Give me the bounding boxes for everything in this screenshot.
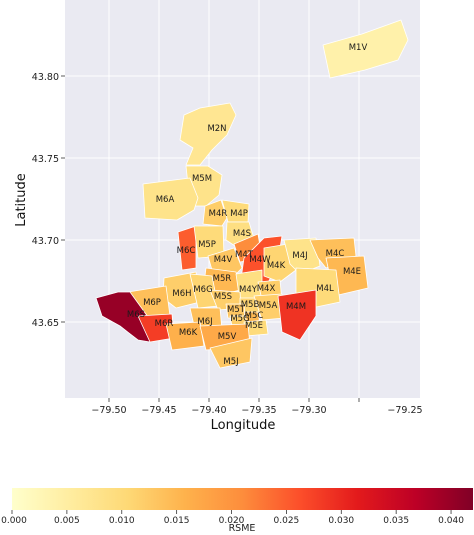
- region-label: M6S: [127, 310, 145, 320]
- colorbar-gradient: [12, 488, 473, 510]
- region-label: M4K: [267, 261, 286, 271]
- region-label: M4C: [326, 249, 345, 259]
- colorbar-tick-label: 0.035: [383, 516, 409, 526]
- region-label: M1V: [349, 43, 368, 53]
- region-label: M6R: [155, 319, 174, 329]
- region-label: M5M: [192, 174, 212, 184]
- region-label: M5S: [214, 292, 232, 302]
- region-m1v[interactable]: [322, 19, 409, 79]
- region-label: M5A: [259, 301, 278, 311]
- region-label: M6P: [143, 298, 161, 308]
- region-label: M4X: [257, 284, 276, 294]
- colorbar-tick-label: 0.000: [1, 516, 27, 526]
- colorbar-label: RSME: [229, 523, 256, 534]
- region-label: M4J: [292, 251, 307, 261]
- region-label: M5E: [245, 321, 263, 331]
- region-m6k[interactable]: [165, 321, 205, 351]
- region-label: M5V: [218, 332, 237, 342]
- region-label: M4P: [230, 209, 248, 219]
- region-label: M6A: [156, 195, 175, 205]
- colorbar-tick-label: 0.025: [274, 516, 300, 526]
- region-label: M6C: [177, 246, 196, 256]
- x-tick-label: −79.35: [241, 405, 276, 416]
- region-label: M5B: [241, 300, 260, 310]
- x-axis: −79.50 −79.45 −79.40 −79.35 −79.30 −79.2…: [91, 398, 423, 433]
- region-m6c[interactable]: [177, 225, 197, 271]
- y-tick-label: 43.70: [32, 236, 59, 247]
- y-tick-label: 43.75: [32, 154, 59, 165]
- region-m4m[interactable]: [277, 289, 317, 341]
- x-tick-label: −79.40: [191, 405, 226, 416]
- x-tick-label: −79.25: [387, 405, 422, 416]
- region-m4r[interactable]: [202, 199, 228, 227]
- colorbar-tick-label: 0.030: [328, 516, 354, 526]
- region-label: M6H: [172, 289, 191, 299]
- region-label: M4S: [233, 229, 251, 239]
- region-m5j[interactable]: [209, 337, 253, 369]
- y-tick-label: 43.80: [32, 72, 59, 83]
- colorbar-tick-label: 0.015: [164, 516, 190, 526]
- colorbar: 0.000 0.005 0.010 0.015 0.020 0.025 0.030 0.035…: [1, 488, 473, 534]
- region-label: M5R: [213, 274, 232, 284]
- x-tick-label: −79.50: [91, 405, 126, 416]
- colorbar-tick-label: 0.040: [438, 516, 464, 526]
- region-labels: M1V M2N M5M M6A M4R M4P M4S M6C M5P M4T …: [127, 43, 368, 367]
- region-label: M5P: [198, 240, 216, 250]
- region-label: M4E: [343, 267, 361, 277]
- region-m6a[interactable]: [142, 177, 199, 221]
- region-label: M6G: [193, 285, 212, 295]
- region-layer: [95, 19, 409, 369]
- region-label: M5T: [227, 305, 246, 315]
- region-label: M5C: [245, 311, 264, 321]
- y-tick-label: 43.65: [32, 318, 59, 329]
- y-axis-label: Latitude: [14, 173, 29, 227]
- region-label: M4Y: [239, 285, 258, 295]
- region-label: M4R: [209, 209, 228, 219]
- y-axis: 43.80 43.75 43.70 43.65 Latitude: [14, 72, 65, 329]
- colorbar-tick-label: 0.005: [54, 516, 80, 526]
- colorbar-tick-label: 0.010: [109, 516, 135, 526]
- region-label: M6J: [197, 317, 212, 327]
- x-tick-label: −79.45: [141, 405, 176, 416]
- region-label: M5J: [223, 357, 238, 367]
- region-label: M4L: [316, 284, 334, 294]
- region-label: M4M: [286, 302, 306, 312]
- region-label: M6K: [179, 328, 198, 338]
- region-label: M5G: [230, 314, 249, 324]
- colorbar-tick-label: 0.020: [219, 516, 245, 526]
- x-axis-label: Longitude: [211, 418, 276, 433]
- region-label: M4W: [249, 255, 271, 265]
- region-m2n[interactable]: [179, 102, 237, 166]
- x-tick-label: −79.30: [291, 405, 326, 416]
- region-label: M4V: [214, 255, 233, 265]
- region-label: M2N: [207, 124, 226, 134]
- region-label: M4T: [235, 250, 254, 260]
